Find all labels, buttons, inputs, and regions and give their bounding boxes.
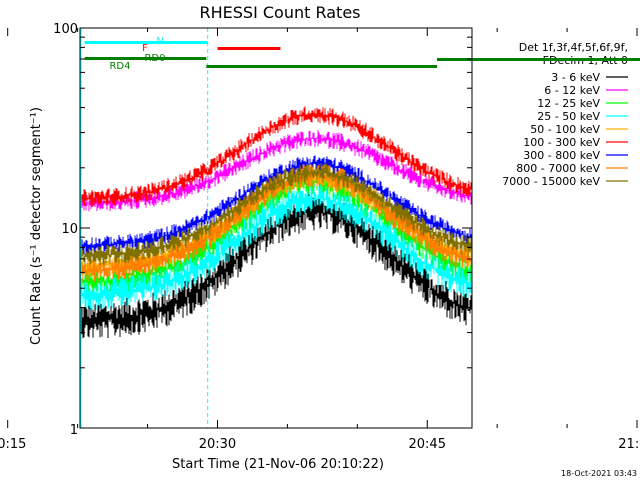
flag-bar-n — [84, 41, 208, 44]
legend-label-1: 6 - 12 keV — [544, 84, 600, 97]
flag-label-rd0: RD0 — [144, 53, 165, 64]
flag-label-n: N — [156, 36, 163, 47]
legend-label-3: 25 - 50 keV — [537, 110, 600, 123]
flag-bar-rd0 — [84, 57, 207, 60]
generation-timestamp: 18-Oct-2021 03:43 — [561, 469, 637, 478]
x-tick-label: 20:30 — [199, 437, 236, 452]
chart-title: RHESSI Count Rates — [200, 3, 361, 22]
flag-bar-rd0 — [437, 58, 640, 61]
legend-label-2: 12 - 25 keV — [537, 97, 600, 110]
flag-bar-f — [217, 47, 281, 50]
legend-label-8: 7000 - 15000 keV — [502, 175, 600, 188]
y-axis-label: Count Rate (s⁻¹ detector segment⁻¹) — [29, 107, 44, 345]
legend-label-0: 3 - 6 keV — [551, 71, 600, 84]
x-tick-label: 20:45 — [409, 437, 446, 452]
legend-label-7: 800 - 7000 keV — [516, 162, 600, 175]
x-tick-label: 20:15 — [0, 437, 26, 452]
flag-label-rd4: RD4 — [109, 61, 130, 72]
legend-header-line-1: Det 1f,3f,4f,5f,6f,9f, — [519, 41, 628, 54]
flag-bar-rd4 — [206, 65, 438, 68]
series-layer — [79, 106, 473, 341]
flag-label-f: F — [142, 43, 148, 54]
x-axis-label: Start Time (21-Nov-06 20:10:22) — [172, 457, 384, 472]
legend-label-5: 100 - 300 keV — [523, 136, 600, 149]
legend-label-4: 50 - 100 keV — [530, 123, 600, 136]
y-tick-label: 1 — [70, 423, 78, 438]
y-tick-label: 100 — [53, 22, 78, 37]
x-tick-label: 21:00 — [618, 437, 640, 452]
y-tick-label: 10 — [61, 222, 78, 237]
legend-label-6: 300 - 800 keV — [523, 149, 600, 162]
